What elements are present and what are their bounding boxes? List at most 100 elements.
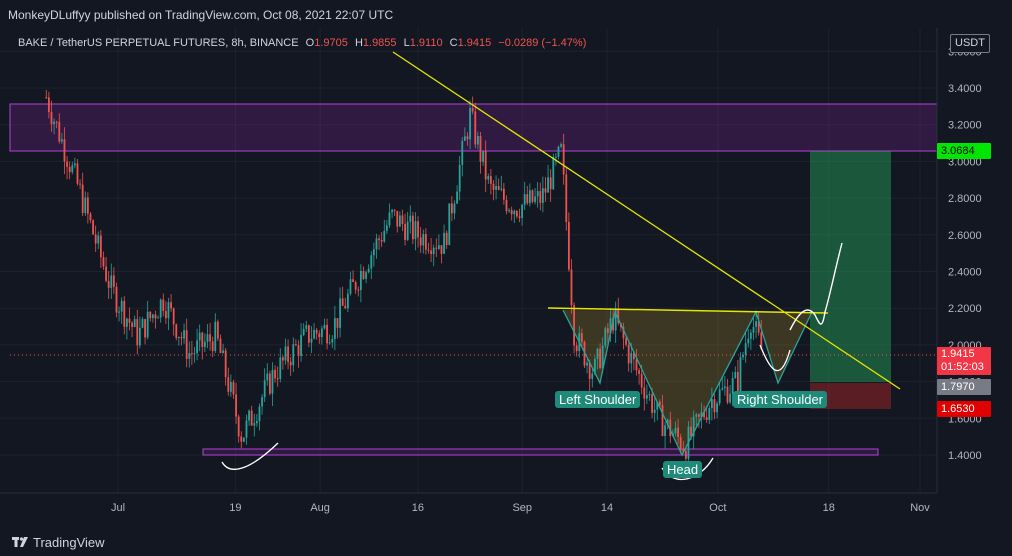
candle-body — [617, 309, 620, 324]
candle-body — [198, 332, 201, 341]
x-axis: Jul 19 Aug 16 Sep 14 Oct 18 Nov — [111, 502, 930, 514]
candle-body — [261, 397, 263, 407]
candle-body — [749, 332, 752, 339]
candle-body — [536, 191, 539, 197]
candle-body — [151, 314, 154, 319]
x-tick-label: Jul — [111, 502, 125, 514]
candle-body — [739, 357, 742, 392]
candle-body — [682, 448, 685, 451]
candle-body — [653, 409, 656, 413]
candle-body — [159, 299, 162, 318]
candle-body — [313, 329, 315, 339]
candle-body — [632, 352, 635, 360]
candle-body — [263, 380, 266, 398]
candle-body — [133, 319, 136, 327]
candle-body — [656, 401, 659, 410]
candle-body — [125, 318, 128, 327]
candle-body — [437, 245, 440, 249]
candle-body — [388, 212, 391, 226]
candle-body — [560, 144, 562, 147]
candle-body — [305, 325, 308, 329]
x-tick-label: 16 — [412, 502, 424, 514]
candle-body — [315, 329, 318, 334]
candle-body — [661, 405, 664, 437]
candle-body — [219, 338, 222, 353]
candle-body — [255, 420, 258, 424]
candle-body — [461, 140, 464, 165]
candle-body — [209, 334, 211, 342]
target-price-label: 3.0684 — [937, 143, 991, 159]
candle-body — [573, 305, 575, 346]
candle-body — [370, 255, 373, 269]
candle-body — [570, 269, 573, 306]
candle-body — [414, 221, 417, 240]
candle-body — [185, 330, 188, 359]
candle-body — [248, 410, 250, 421]
candle-body — [658, 401, 661, 406]
candle-body — [547, 177, 549, 193]
candle-body — [500, 188, 503, 190]
candle-body — [422, 234, 425, 246]
candle-body — [492, 183, 495, 190]
candle-body — [227, 377, 230, 392]
candle-body — [362, 271, 365, 279]
candle-body — [146, 311, 149, 338]
candle-body — [289, 361, 292, 366]
y-tick-label: 2.6000 — [948, 230, 982, 242]
candle-body — [149, 311, 152, 319]
candle-body — [175, 324, 178, 338]
candle-body — [203, 341, 206, 347]
candle-body — [692, 416, 695, 437]
candle-body — [242, 437, 245, 442]
profit-zone — [810, 151, 891, 382]
price-chart[interactable]: 1.40001.60001.80002.00002.20002.40002.60… — [0, 28, 1012, 528]
candle-body — [346, 293, 349, 309]
candle-body — [716, 403, 718, 413]
candle-body — [729, 393, 731, 403]
candle-body — [302, 328, 305, 336]
symbol-title: BAKE / TetherUS PERPETUAL FUTURES, 8h, B… — [18, 37, 299, 49]
candle-body — [695, 414, 698, 417]
candle-body — [294, 344, 297, 346]
candle-body — [677, 427, 679, 437]
candle-body — [489, 176, 492, 184]
candle-body — [515, 210, 518, 217]
candle-body — [417, 221, 419, 238]
candle-body — [440, 245, 443, 254]
candle-body — [307, 325, 310, 343]
candle-body — [118, 311, 120, 313]
brand-name[interactable]: TradingView — [33, 535, 105, 550]
candle-body — [752, 326, 755, 333]
candle-body — [222, 350, 224, 353]
change-value: −0.0289 (−1.47%) — [498, 37, 587, 49]
candle-body — [164, 311, 167, 319]
candle-body — [188, 353, 191, 359]
tradingview-logo-icon[interactable] — [12, 535, 28, 549]
publisher-line: MonkeyDLuffyy published on TradingView.c… — [8, 8, 394, 22]
candle-body — [177, 336, 180, 338]
candle-body — [110, 275, 113, 288]
candle-body — [747, 338, 750, 344]
currency-button[interactable]: USDT — [950, 34, 990, 53]
candle-body — [700, 412, 703, 417]
candle-body — [375, 238, 378, 250]
candle-body — [245, 420, 248, 438]
head-label: Head — [663, 461, 703, 478]
candle-body — [229, 382, 232, 392]
high-key: H — [354, 37, 363, 49]
candle-body — [141, 319, 144, 328]
candle-body — [341, 298, 344, 306]
candle-body — [406, 221, 409, 240]
candle-body — [378, 238, 380, 240]
candle-body — [510, 210, 513, 215]
candle-body — [232, 382, 235, 395]
candle-body — [276, 378, 279, 380]
candle-body — [237, 416, 240, 437]
candle-body — [50, 112, 53, 125]
candle-body — [123, 300, 126, 327]
candle-body — [456, 191, 458, 204]
candle-body — [120, 300, 123, 312]
candle-body — [357, 289, 360, 291]
candle-body — [635, 359, 638, 371]
candle-body — [352, 279, 354, 283]
